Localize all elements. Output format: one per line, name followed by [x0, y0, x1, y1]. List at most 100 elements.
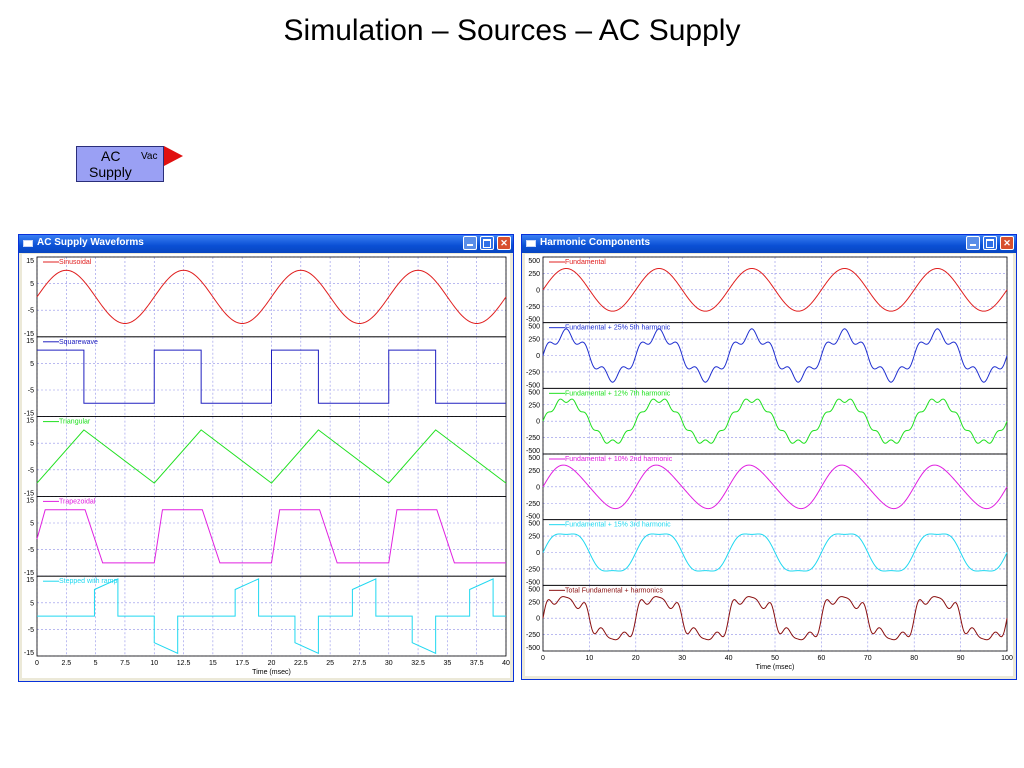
harmonic-plot-svg: 5002500-250-500Fundamental5002500-250-50… — [526, 256, 1013, 671]
y-tick-label: 15 — [26, 338, 34, 345]
x-tick-label: 30 — [385, 660, 393, 667]
x-tick-label: 10 — [586, 655, 594, 662]
series-line — [542, 267, 1008, 312]
y-tick-label: -500 — [526, 382, 540, 389]
x-tick-label: 35 — [443, 660, 451, 667]
ac-supply-block[interactable]: AC Vac Supply — [76, 146, 164, 182]
x-tick-label: 22.5 — [294, 660, 308, 667]
legend-label: Stepped with ramp — [59, 578, 117, 585]
ac-block-port-label: Vac — [141, 151, 158, 162]
y-tick-label: 250 — [528, 534, 540, 541]
maximize-button[interactable] — [480, 236, 494, 250]
window-titlebar[interactable]: AC Supply Waveforms ✕ — [19, 235, 513, 253]
series-line — [542, 596, 1008, 641]
x-tick-label: 80 — [910, 655, 918, 662]
x-tick-label: 37.5 — [470, 660, 484, 667]
slide-title: Simulation – Sources – AC Supply — [283, 14, 741, 47]
x-tick-label: 100 — [1001, 655, 1013, 662]
y-tick-label: 15 — [26, 258, 34, 265]
legend-label: Sinusoidal — [59, 259, 92, 266]
y-tick-label: -250 — [526, 632, 540, 639]
x-axis-label: Time (msec) — [756, 664, 795, 671]
y-tick-label: -15 — [24, 490, 34, 497]
y-tick-label: -5 — [28, 308, 34, 315]
window-icon — [23, 240, 33, 247]
harmonic-components-window[interactable]: Harmonic Components ✕ 500 250 0 -250 -500 Fun… — [521, 234, 1017, 680]
y-tick-label: 5 — [30, 600, 34, 607]
y-tick-label: 250 — [528, 402, 540, 409]
y-tick-label: 500 — [528, 521, 540, 528]
ac-supply-waveforms-window[interactable]: AC Supply Waveforms ✕ 15 5 -5 -15 Sinusoidal… — [18, 234, 514, 682]
x-tick-label: 10 — [150, 660, 158, 667]
maximize-button[interactable] — [983, 236, 997, 250]
x-tick-label: 50 — [771, 655, 779, 662]
x-tick-label: 40 — [725, 655, 733, 662]
y-tick-label: 15 — [26, 418, 34, 425]
window-title: Harmonic Components — [540, 237, 651, 248]
y-tick-label: 250 — [528, 271, 540, 278]
y-tick-label: 500 — [528, 389, 540, 396]
y-tick-label: 15 — [26, 577, 34, 584]
legend-label: Triangular — [59, 419, 91, 426]
y-tick-label: -500 — [526, 645, 540, 652]
x-tick-label: 5 — [94, 660, 98, 667]
series-line — [542, 533, 1008, 572]
series-line — [37, 349, 506, 404]
y-tick-label: 0 — [536, 616, 540, 623]
panel-frame — [36, 495, 507, 577]
y-tick-label: 5 — [30, 441, 34, 448]
y-tick-label: 500 — [528, 258, 540, 265]
close-button[interactable]: ✕ — [497, 236, 511, 250]
series-line — [542, 398, 1008, 444]
y-tick-label: 250 — [528, 337, 540, 344]
y-tick-label: 0 — [536, 484, 540, 491]
plot-area: 15 5 -5 -15 Sinusoidal 15 5 -5 -15 Squarewave 15 5 -… — [22, 254, 510, 678]
output-port-arrow-icon[interactable] — [164, 146, 183, 166]
window-titlebar[interactable]: Harmonic Components ✕ — [522, 235, 1016, 253]
y-tick-label: 250 — [528, 468, 540, 475]
x-tick-label: 30 — [678, 655, 686, 662]
close-button[interactable]: ✕ — [1000, 236, 1014, 250]
y-tick-label: 250 — [528, 599, 540, 606]
y-tick-label: -250 — [526, 435, 540, 442]
legend-label: Fundamental + 25% 5th harmonic — [565, 325, 671, 332]
y-tick-label: -5 — [28, 627, 34, 634]
y-tick-label: 500 — [528, 324, 540, 331]
x-axis-label: Time (msec) — [252, 669, 291, 676]
x-tick-label: 60 — [818, 655, 826, 662]
waveform-plot-svg: 15 5 -5 -15 Sinusoidal 15 5 -5 -15 Squarewave 15 5 -… — [24, 256, 510, 676]
y-tick-label: 5 — [30, 361, 34, 368]
series-line — [37, 578, 506, 655]
y-tick-label: -15 — [24, 411, 34, 418]
legend-label: Fundamental + 12% 7th harmonic — [565, 390, 671, 397]
y-tick-label: 0 — [536, 550, 540, 557]
x-tick-label: 7.5 — [120, 660, 130, 667]
series-line — [36, 269, 507, 325]
legend-label: Squarewave — [59, 339, 98, 346]
x-tick-label: 17.5 — [235, 660, 249, 667]
y-tick-label: 5 — [30, 521, 34, 528]
y-tick-label: 500 — [528, 586, 540, 593]
x-tick-label: 32.5 — [411, 660, 425, 667]
y-tick-label: 5 — [30, 281, 34, 288]
y-tick-label: -15 — [24, 570, 34, 577]
minimize-button[interactable] — [463, 236, 477, 250]
y-tick-label: -500 — [526, 448, 540, 455]
x-tick-label: 12.5 — [177, 660, 191, 667]
y-tick-label: -5 — [28, 547, 34, 554]
minimize-button[interactable] — [966, 236, 980, 250]
legend-label: Fundamental + 15% 3rd harmonic — [565, 522, 671, 529]
y-tick-label: -250 — [526, 501, 540, 508]
y-tick-label: -250 — [526, 566, 540, 573]
y-tick-label: 500 — [528, 455, 540, 462]
series-line — [36, 509, 506, 564]
y-tick-label: 0 — [536, 353, 540, 360]
x-tick-label: 2.5 — [61, 660, 71, 667]
ac-block-label-line2: Supply — [89, 164, 132, 180]
legend-label: Fundamental — [565, 259, 606, 266]
y-tick-label: 15 — [26, 497, 34, 504]
y-tick-label: -250 — [526, 369, 540, 376]
y-tick-label: 0 — [536, 287, 540, 294]
x-tick-label: 40 — [502, 660, 510, 667]
panel-frame — [36, 416, 507, 497]
